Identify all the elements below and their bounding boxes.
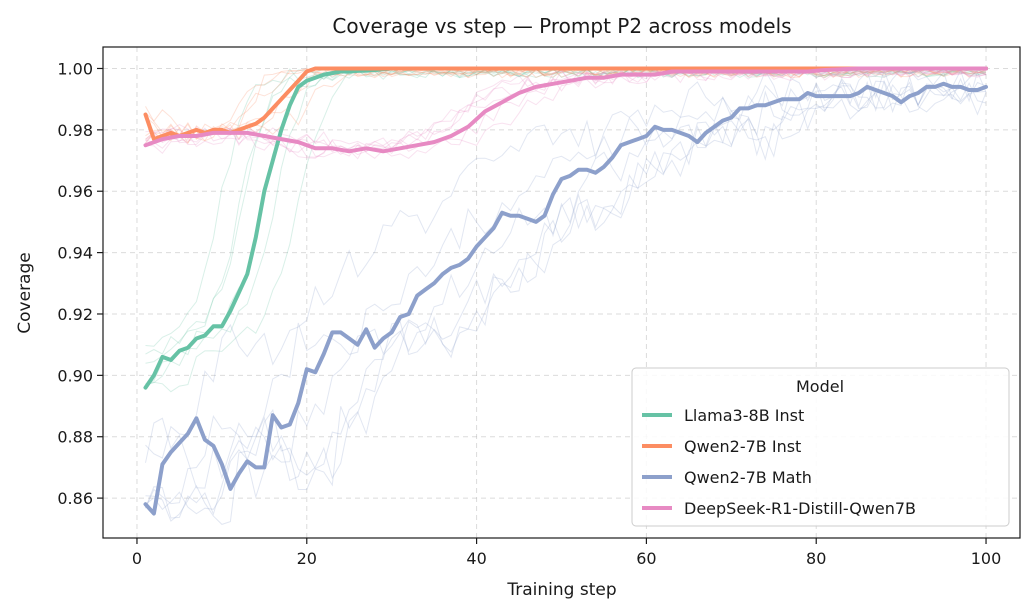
legend-label: Llama3-8B Inst: [684, 406, 804, 425]
faint-run-line: [145, 67, 987, 393]
y-tick-label: 0.92: [57, 305, 93, 324]
legend-box: [631, 367, 1010, 527]
faint-run-line: [145, 68, 987, 156]
y-tick-label: 0.90: [57, 366, 93, 385]
faint-run-line: [145, 68, 987, 159]
plot-area-frame: [102, 46, 1021, 539]
faint-run-line: [145, 67, 987, 355]
faint-run-line: [145, 68, 987, 160]
y-tick-label: 0.98: [57, 121, 93, 140]
faint-run-line: [145, 67, 987, 386]
chart-title: Coverage vs step — Prompt P2 across mode…: [332, 14, 791, 38]
y-tick-label: 0.88: [57, 428, 93, 447]
legend: Model Llama3-8B Inst Qwen2-7B Inst Qwen2-7…: [631, 367, 1010, 527]
series-lines: [143, 66, 988, 516]
x-tick-label: 100: [971, 549, 1002, 568]
x-tick-label: 0: [132, 549, 142, 568]
legend-label: Qwen2-7B Inst: [684, 437, 801, 456]
faint-run-line: [145, 71, 987, 515]
faint-run-line: [145, 80, 987, 525]
y-axis-ticks: 0.86 0.88 0.90 0.92 0.94 0.96 0.98 1.00: [57, 59, 103, 508]
x-axis-label: Training step: [506, 580, 616, 600]
x-tick-label: 60: [636, 549, 656, 568]
faint-run-line: [145, 68, 987, 459]
series-line-qwen2-7b-math: [143, 81, 988, 516]
y-tick-label: 0.86: [57, 489, 93, 508]
y-tick-label: 1.00: [57, 59, 93, 78]
series-line-llama3-8b-inst: [143, 66, 988, 390]
x-tick-label: 20: [297, 549, 317, 568]
faint-run-line: [145, 68, 987, 144]
y-tick-label: 0.94: [57, 244, 93, 263]
series-line-deepseek-r1-distill-qwen7b: [143, 66, 988, 154]
y-axis-label: Coverage: [15, 252, 35, 333]
x-axis-ticks: 0 20 40 60 80 100: [132, 538, 1001, 568]
faint-run-line: [145, 67, 987, 347]
y-tick-label: 0.96: [57, 182, 93, 201]
x-tick-label: 40: [466, 549, 486, 568]
legend-title: Model: [796, 377, 844, 396]
faint-run-line: [145, 68, 987, 489]
faint-run-line: [145, 67, 987, 364]
grid-lines: [103, 47, 1020, 538]
x-tick-label: 80: [806, 549, 826, 568]
faint-run-line: [145, 79, 987, 519]
faint-run-line: [145, 67, 987, 385]
legend-label: Qwen2-7B Math: [684, 468, 812, 487]
legend-entries: Llama3-8B Inst Qwen2-7B Inst Qwen2-7B Math…: [642, 406, 916, 518]
series-line-qwen2-7b-inst: [143, 66, 988, 142]
legend-label: DeepSeek-R1-Distill-Qwen7B: [684, 499, 916, 518]
faint-run-line: [145, 67, 987, 144]
